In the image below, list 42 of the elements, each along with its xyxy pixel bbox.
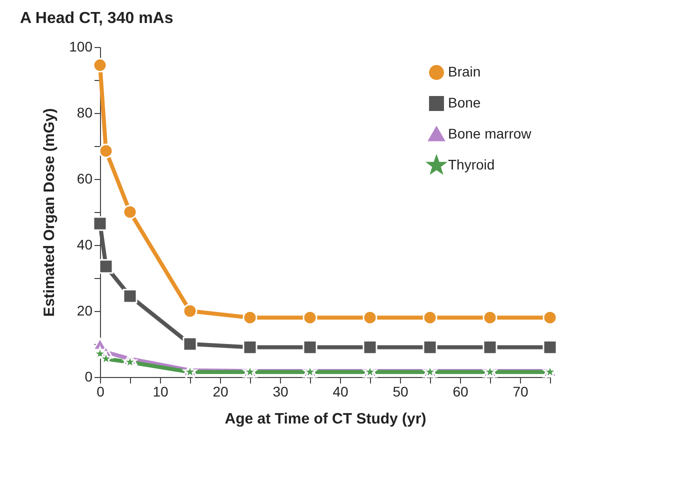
point [362, 340, 378, 355]
point [122, 204, 138, 220]
x-tick-label: 50 [392, 384, 408, 400]
legend-label: Bone marrow [448, 126, 532, 142]
chart-title: A Head CT, 340 mAs [20, 10, 174, 27]
legend-label: Thyroid [448, 156, 495, 172]
point [182, 304, 198, 318]
point [542, 340, 558, 355]
point [98, 144, 114, 158]
y-axis-title: Estimated Organ Dose (mGy) [41, 108, 58, 317]
point [92, 58, 108, 72]
point [92, 216, 108, 231]
x-tick-label: 60 [452, 384, 468, 400]
y-tick-label: 100 [69, 38, 93, 54]
point [362, 310, 378, 325]
x-tick-label: 10 [152, 384, 168, 400]
y-tick-label: 60 [76, 170, 93, 186]
y-tick-label: 80 [76, 104, 93, 120]
point [542, 310, 558, 325]
point [182, 336, 198, 352]
x-tick-label: 20 [212, 384, 228, 400]
point [302, 310, 318, 325]
legend-label: Brain [448, 64, 481, 80]
x-tick-label: 70 [512, 384, 528, 400]
x-tick-label: 40 [332, 384, 348, 400]
point [242, 310, 258, 325]
x-tick-label: 30 [272, 384, 288, 400]
point [98, 259, 114, 274]
y-tick-label: 20 [76, 302, 93, 318]
point [302, 340, 318, 355]
point [242, 340, 258, 355]
y-tick-label: 40 [76, 236, 93, 252]
point [482, 310, 498, 325]
point [482, 340, 498, 355]
point [422, 310, 438, 325]
point [422, 340, 438, 355]
legend-label: Bone [448, 94, 481, 110]
point [122, 288, 138, 304]
x-axis-title: Age at Time of CT Study (yr) [224, 410, 426, 428]
y-tick-label: 0 [84, 368, 93, 384]
point [99, 352, 113, 365]
x-tick-label: 0 [96, 384, 105, 400]
